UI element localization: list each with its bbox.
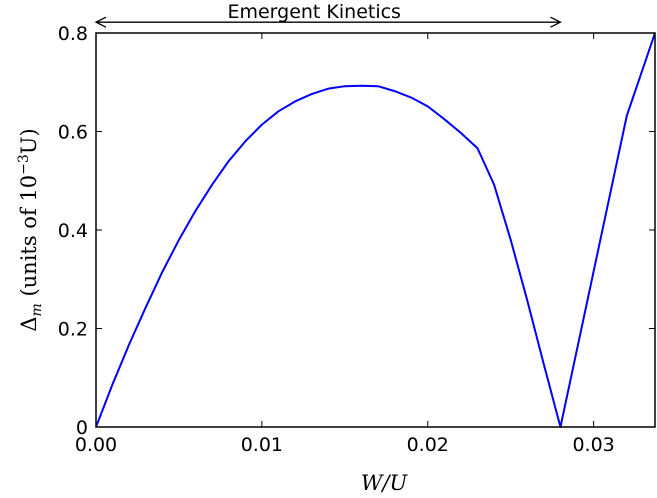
annotation-label-0: Emergent Kinetics (227, 1, 401, 23)
y-tick-label: 0.8 (58, 23, 88, 45)
x-tick-label: 0.01 (241, 434, 283, 456)
x-tick-label: 0.02 (407, 434, 449, 456)
arrow-head-left-0 (94, 16, 107, 28)
plot-frame (95, 32, 656, 428)
ylabel-exponent: −3 (16, 154, 32, 175)
arrow-head-right-0 (550, 16, 562, 28)
x-axis-label: W/U (361, 471, 409, 495)
ylabel-part-2: (units of 10 (17, 175, 41, 303)
ylabel-subscript: m (29, 303, 45, 316)
axis-ticks (95, 32, 655, 428)
ylabel-part-0: Δ (17, 317, 41, 332)
y-tick-label: 0 (76, 417, 88, 439)
y-axis-label: Δm (units of 10−3U) (16, 128, 45, 331)
tick-labels: 0.00 0.01 0.02 0.03 0 0.2 0.4 0.6 0.8 (58, 23, 615, 456)
x-tick-label: 0.00 (75, 434, 117, 456)
series-line-0 (96, 32, 655, 428)
annotation-layer: Emergent Kinetics (94, 1, 562, 28)
y-tick-label: 0.2 (58, 319, 88, 341)
ylabel-part-4: U) (17, 128, 41, 154)
y-tick-label: 0.6 (58, 122, 88, 144)
y-tick-label: 0.4 (58, 220, 88, 242)
x-tick-label: 0.03 (572, 434, 614, 456)
plot-area (95, 32, 656, 428)
